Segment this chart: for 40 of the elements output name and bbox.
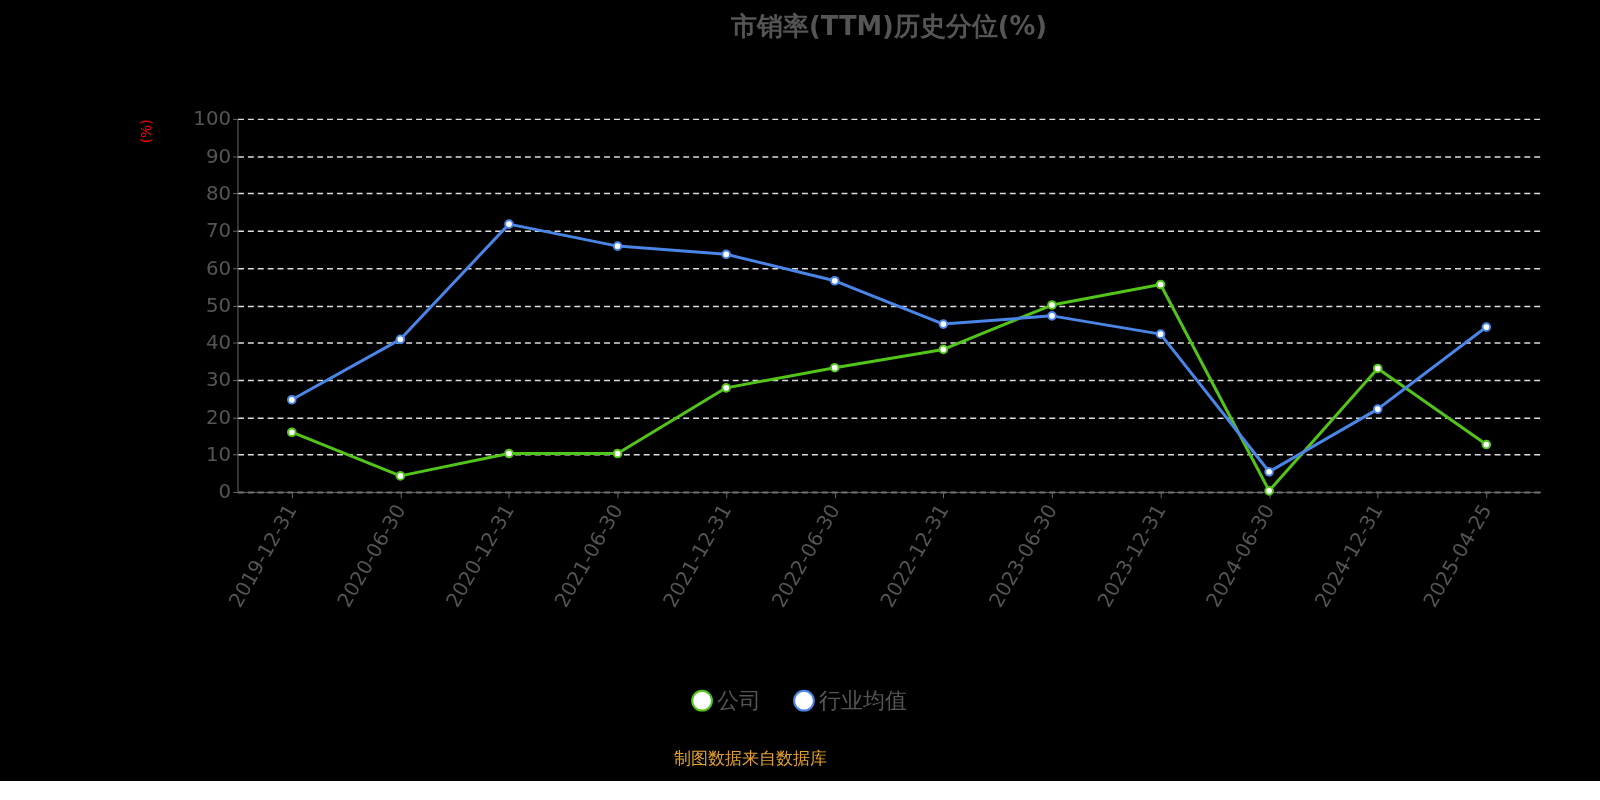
point: [286, 394, 297, 405]
point: [829, 275, 840, 286]
point: [938, 344, 949, 355]
point: [721, 249, 731, 260]
point: [1155, 279, 1166, 290]
y-tick-label: 90: [205, 144, 232, 168]
y-axis-title: (%): [137, 119, 154, 144]
y-tick-label: 70: [205, 219, 232, 243]
point: [1047, 311, 1057, 321]
y-tick-label: 80: [205, 181, 232, 205]
point: [504, 219, 514, 229]
y-tick-label: 20: [205, 405, 232, 429]
point: [721, 383, 731, 393]
y-tick-label: 50: [205, 293, 232, 317]
point: [1481, 322, 1492, 332]
y-tick-label: 40: [205, 331, 232, 355]
point: [938, 319, 949, 329]
y-tick-label: 10: [205, 443, 232, 467]
point: [395, 334, 406, 345]
y-tick-label: 30: [205, 368, 232, 392]
point: [612, 448, 623, 459]
point: [829, 362, 840, 373]
point: [612, 241, 623, 251]
y-tick-label: 0: [218, 480, 232, 504]
point: [1047, 300, 1057, 310]
point: [286, 427, 297, 438]
point: [1372, 404, 1383, 414]
y-tick-label: 100: [193, 107, 232, 131]
y-tick-label: 60: [205, 256, 232, 280]
legend-label: 行业均值: [818, 687, 907, 713]
text: 制图数据来自数据库: [674, 748, 828, 769]
point: [395, 471, 406, 481]
legend-label: 公司: [716, 687, 761, 713]
point: [1155, 329, 1166, 339]
point: [1372, 363, 1383, 374]
point: [1481, 439, 1492, 450]
point: [1264, 466, 1274, 477]
point: [504, 448, 514, 459]
point: [1264, 485, 1274, 496]
chart-title: 市销率(TTM)历史分位(%): [730, 10, 1048, 41]
